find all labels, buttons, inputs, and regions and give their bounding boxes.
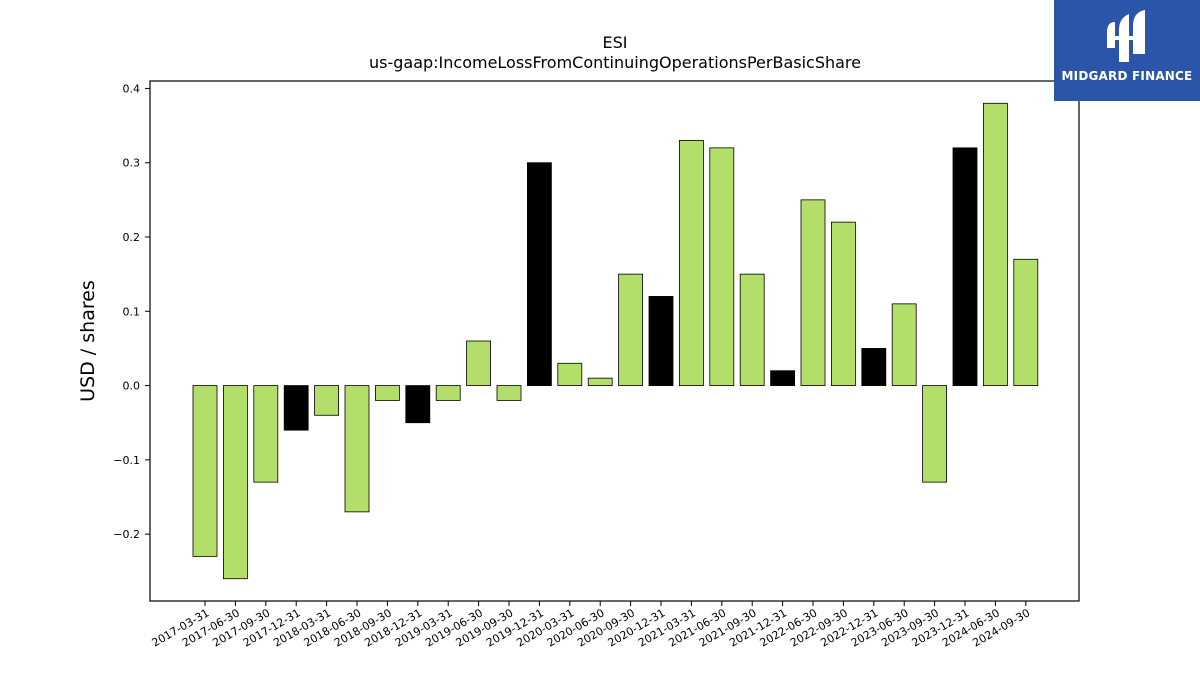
y-tick-label: 0.1 [123, 305, 141, 318]
bar-2020-06-30 [587, 377, 613, 386]
bar-2021-03-31 [679, 140, 704, 386]
bar-2020-12-31 [648, 296, 674, 386]
bar-2019-09-30 [496, 385, 522, 401]
bar-2023-12-31 [952, 147, 978, 386]
y-tick-label: 0.0 [123, 380, 141, 393]
bar-2023-09-30 [922, 385, 947, 483]
y-tick-label: 0.4 [123, 82, 141, 95]
bar-2018-06-30 [344, 385, 370, 513]
bar-2021-06-30 [709, 147, 735, 386]
bar-2018-09-30 [374, 385, 400, 401]
y-axis-label: USD / shares [77, 280, 99, 402]
bars-layer [192, 102, 1039, 580]
y-axis: −0.2 −0.1 0.0 0.1 0.2 0.3 0.4 [113, 82, 150, 541]
plot-frame [149, 80, 1080, 602]
bar-2017-03-31 [192, 385, 218, 557]
y-tick-label: −0.2 [113, 528, 140, 541]
bar-2024-06-30 [983, 102, 1008, 386]
bar-2019-12-31 [527, 162, 552, 386]
chart-title: ESI [602, 33, 628, 52]
bar-2022-12-31 [861, 348, 887, 386]
bar-2023-06-30 [891, 303, 917, 386]
midgard-finance-logo: MIDGARD FINANCE [1054, 0, 1200, 101]
chart-subtitle: us-gaap:IncomeLossFromContinuingOperatio… [368, 53, 861, 72]
bar-2020-03-31 [557, 362, 583, 386]
midgard-logo-mark-icon [1107, 10, 1145, 62]
y-tick-label: −0.1 [113, 454, 140, 467]
bar-2021-12-31 [770, 370, 795, 386]
y-tick-label: 0.3 [123, 157, 141, 170]
x-axis: 2017-03-312017-06-302017-09-302017-12-31… [150, 601, 1032, 650]
bar-2017-09-30 [253, 385, 279, 483]
bar-2019-03-31 [435, 385, 461, 401]
bar-2024-09-30 [1013, 258, 1039, 386]
bar-2022-06-30 [800, 199, 826, 386]
y-tick-label: 0.2 [123, 231, 141, 244]
bar-2018-12-31 [405, 385, 431, 424]
logo-text: MIDGARD FINANCE [1061, 69, 1193, 83]
bar-2020-09-30 [618, 273, 643, 386]
bar-2017-06-30 [222, 385, 248, 580]
bar-2017-12-31 [283, 385, 309, 431]
bar-2019-06-30 [466, 340, 492, 386]
bar-2022-09-30 [831, 221, 856, 386]
bar-2021-09-30 [739, 273, 765, 386]
bar-2018-03-31 [314, 385, 340, 416]
